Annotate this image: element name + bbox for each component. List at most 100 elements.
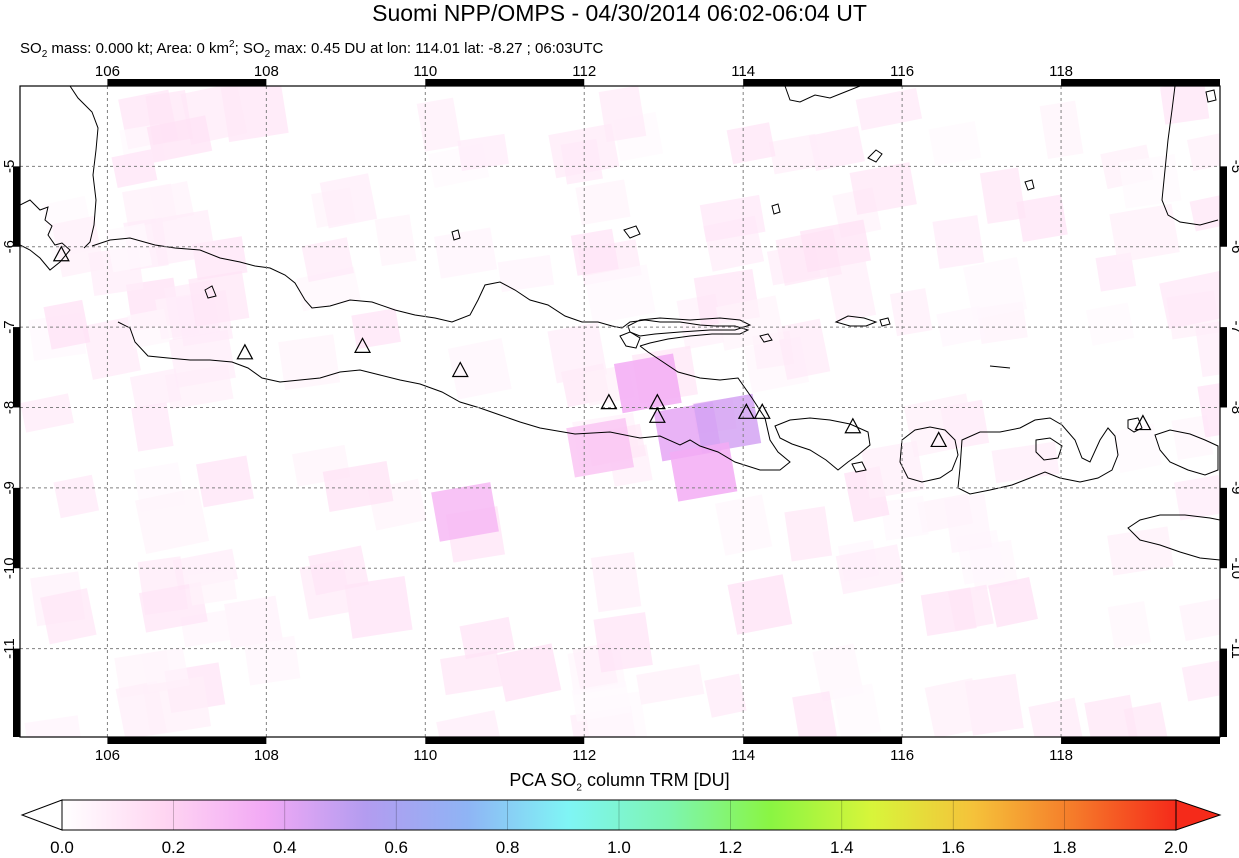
lat-tick-label-left: -11 [1, 638, 18, 659]
lon-tick-label: 106 [95, 63, 120, 80]
coast-islet-3 [623, 225, 641, 239]
so2-bg-cell [903, 393, 977, 458]
so2-bg-cell [932, 215, 985, 269]
frame-bar [107, 737, 267, 744]
volcano-triangle [451, 361, 469, 378]
so2-bg-cell [53, 474, 100, 519]
lat-tick-label-left: -10 [1, 557, 18, 579]
lon-tick-label: 118 [1049, 747, 1073, 764]
so2-bg-cell [1107, 601, 1152, 649]
so2-bg-cell [436, 710, 504, 737]
colorbar [20, 799, 1222, 831]
frame-bar [425, 737, 585, 744]
so2-bg-cell [936, 305, 986, 347]
so2-pixel [566, 417, 635, 478]
so2-bg-cell [1179, 594, 1220, 642]
frame-bar [1220, 327, 1227, 408]
colorbar-label: PCA SO2 column TRM [DU] [509, 770, 730, 794]
lon-tick-label: 116 [890, 747, 914, 764]
so2-bg-cell [1118, 154, 1182, 209]
colorbar-tick-label: 1.6 [941, 838, 966, 857]
lon-tick-label: 114 [731, 63, 755, 80]
colorbar-tick-label: 0.0 [50, 838, 74, 857]
frame-bar [13, 166, 20, 247]
so2-bg-cell [308, 545, 369, 596]
frame-bar [743, 737, 903, 744]
colorbar-tick-label: 0.4 [272, 838, 297, 857]
so2-bg-cell [547, 322, 608, 384]
lon-tick-label: 114 [731, 747, 755, 764]
volcano-triangle [354, 337, 372, 353]
so2-bg-cell [963, 256, 1028, 320]
so2-bg-cell [51, 215, 105, 278]
so2-bg-cell [1123, 702, 1170, 737]
so2-bg-cell [1189, 193, 1220, 232]
lon-tick-label: 106 [95, 747, 120, 764]
colorbar-tick-label: 0.8 [495, 838, 520, 857]
so2-bg-cell [457, 133, 509, 171]
so2-bg-cell [924, 678, 983, 737]
so2-bg-cell [24, 715, 83, 737]
so2-bg-cell [1107, 526, 1174, 576]
frame-bar [743, 79, 903, 86]
so2-bg-cell [699, 194, 766, 242]
coast-islet-1 [759, 333, 773, 343]
coast-sumatra-north [69, 86, 99, 249]
so2-bg-cell [105, 223, 153, 273]
lat-tick-label-right: -5 [1228, 160, 1239, 173]
volcano-triangle [648, 407, 666, 423]
lon-tick-label: 112 [572, 63, 596, 80]
coast-sumba [1127, 514, 1220, 561]
so2-bg-cell [704, 673, 747, 718]
so2-bg-cell [590, 551, 642, 613]
so2-bg-cell [416, 97, 462, 152]
so2-bg-cell [142, 676, 212, 736]
so2-bg-cell [880, 495, 929, 541]
so2-bg-cell [1159, 270, 1220, 330]
so2-bg-cell [1173, 475, 1220, 521]
so2-bg-cell [111, 149, 158, 188]
coast-sumbawa [957, 417, 1119, 495]
so2-bg-cell [636, 664, 705, 705]
lat-tick-label-right: -9 [1228, 481, 1239, 494]
so2-bg-cell [434, 227, 498, 279]
colorbar-under-arrow [20, 799, 63, 831]
coast-islet-6 [451, 229, 461, 241]
axis-labels: 106 106 108 108 110 110 112 112 114 114 116 116 118 1… [1, 63, 1239, 764]
so2-bg-cell [440, 650, 503, 696]
so2-bg-cell [776, 318, 831, 380]
volcano-triangle [1134, 414, 1152, 431]
so2-bg-cell [1111, 423, 1162, 474]
so2-bg-cell [861, 440, 925, 499]
so2-bg-cell [146, 115, 213, 163]
so2-bg-cell [991, 441, 1060, 484]
so2-bg-cell [459, 616, 515, 660]
coast-lombok [899, 426, 959, 483]
volcano-triangle [737, 403, 755, 419]
coast-islet-4 [867, 149, 883, 163]
so2-bg-cell [1197, 381, 1220, 438]
so2-bg-cell [944, 493, 993, 554]
so2-bg-cell [1085, 302, 1135, 346]
so2-bg-cell [319, 173, 378, 229]
colorbar-over-arrow [1175, 799, 1222, 831]
lat-tick-label-left: -9 [1, 481, 18, 494]
coast-islet-8 [771, 203, 781, 215]
so2-bg-cell [947, 584, 994, 631]
map-frame [19, 85, 1221, 738]
so2-pixel [669, 441, 738, 502]
lon-tick-label: 116 [890, 63, 914, 80]
coast-bali [774, 417, 871, 471]
so2-bg-cell [727, 574, 793, 635]
map-title: Suomi NPP/OMPS - 04/30/2014 06:02-06:04 … [372, 0, 867, 26]
so2-bg-cell [812, 643, 864, 702]
so2-background-field [20, 86, 1220, 737]
so2-bg-cell [301, 237, 354, 283]
so2-bg-cell [150, 209, 216, 266]
coast-islet-7 [1024, 179, 1035, 191]
volcano-markers [52, 245, 1152, 448]
so2-bg-cell [548, 123, 620, 179]
coast-islet-10 [1205, 89, 1217, 103]
frame-bar [1220, 487, 1227, 569]
